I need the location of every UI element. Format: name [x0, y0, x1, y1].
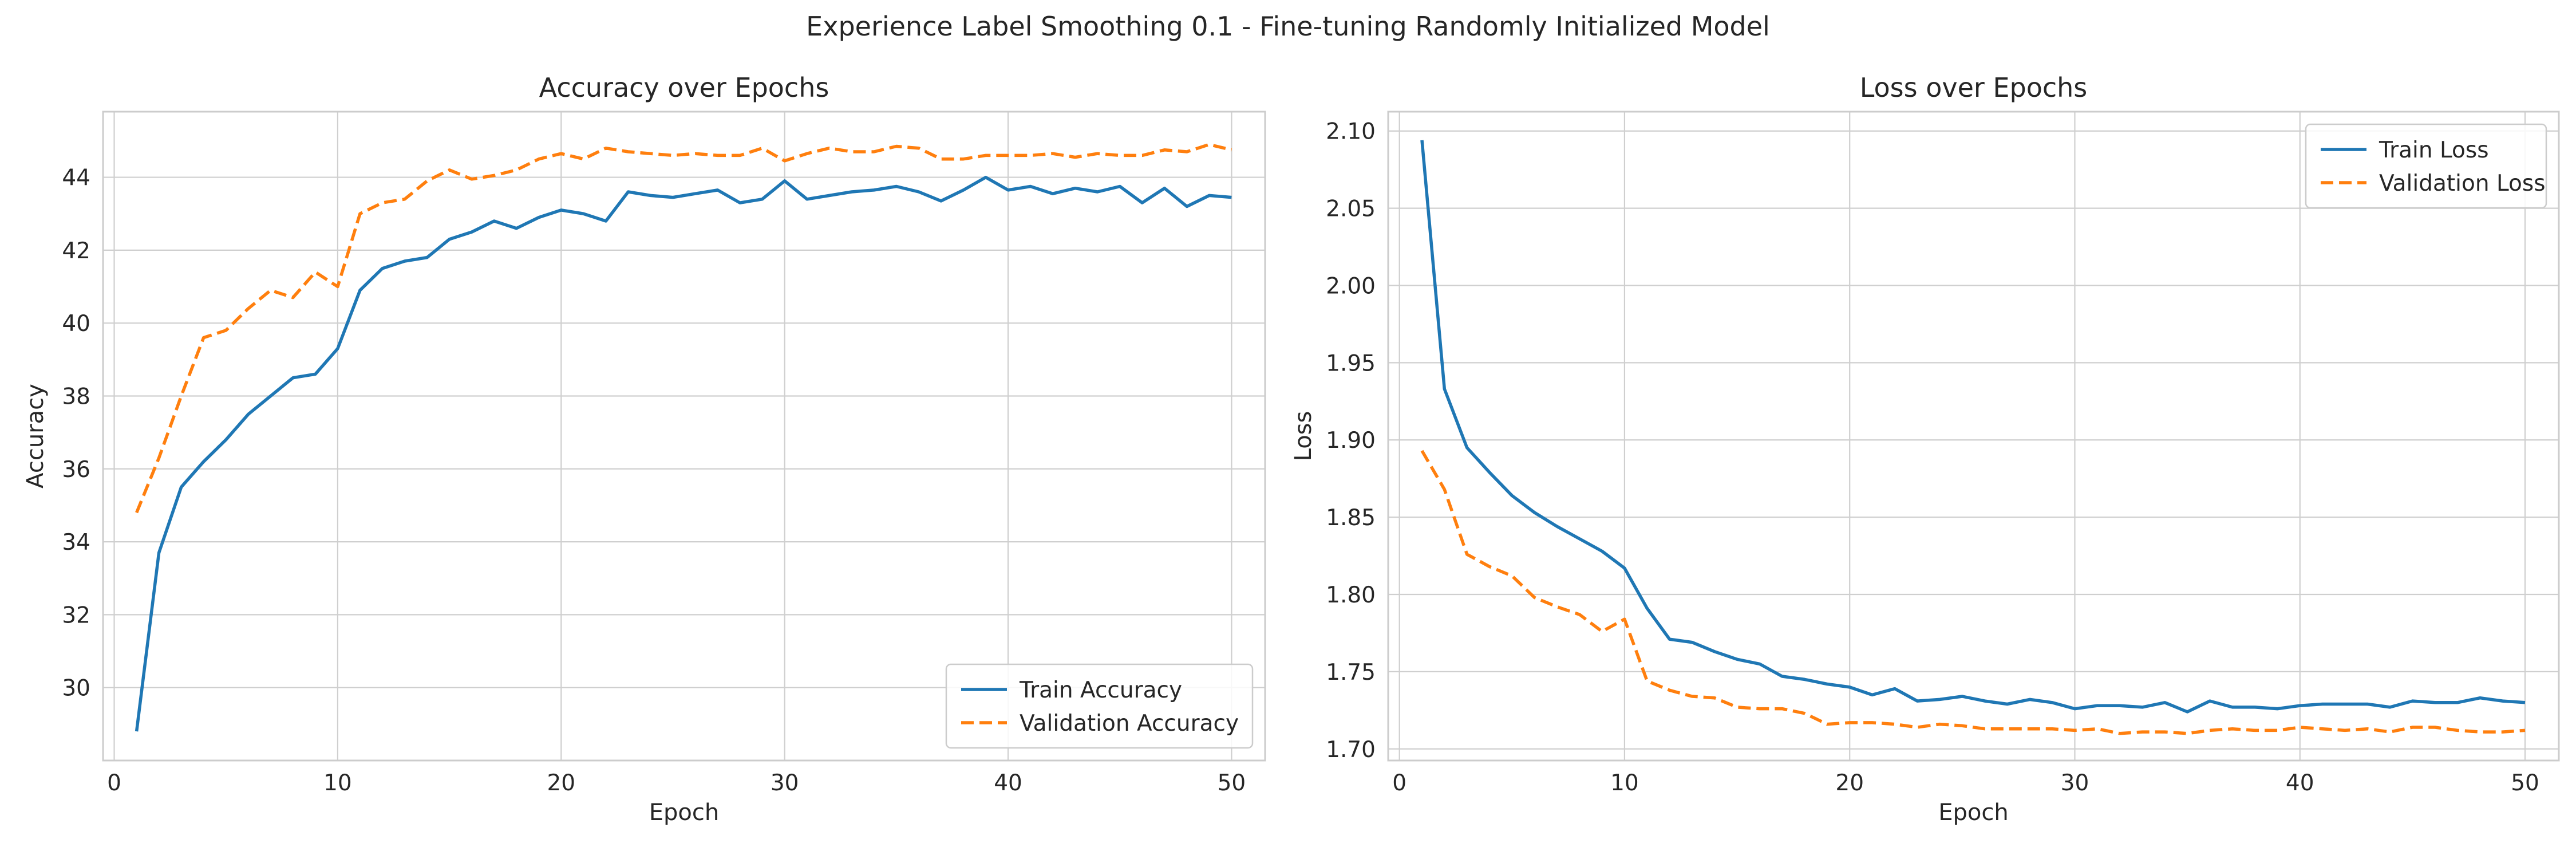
loss-x-tick-label: 10	[1610, 770, 1639, 796]
accuracy-x-axis-label: Epoch	[649, 799, 719, 826]
validation-loss-line	[1420, 450, 2526, 735]
loss-y-tick-label: 1.90	[1326, 428, 1376, 454]
accuracy-x-tick-label: 0	[107, 770, 121, 796]
loss-y-axis-label: Loss	[1290, 411, 1317, 462]
accuracy-x-tick-label: 20	[547, 770, 575, 796]
loss-x-tick-label: 0	[1392, 770, 1406, 796]
accuracy-x-tick-label: 10	[323, 770, 352, 796]
accuracy-y-tick-label: 40	[62, 311, 90, 337]
accuracy-x-tick-label: 40	[994, 770, 1022, 796]
accuracy-y-tick-label: 36	[62, 457, 90, 483]
accuracy-y-tick-label: 30	[62, 676, 90, 702]
accuracy-legend-box	[945, 663, 1254, 749]
loss-x-tick-label: 20	[1835, 770, 1864, 796]
accuracy-legend: Train Accuracy Validation Accuracy	[945, 663, 1254, 749]
train-accuracy-legend-label: Train Accuracy	[1019, 677, 1182, 703]
accuracy-y-tick-label: 32	[62, 602, 90, 628]
loss-x-tick-label: 50	[2511, 770, 2539, 796]
loss-y-tick-label: 1.70	[1326, 737, 1376, 763]
validation-accuracy-line	[135, 143, 1232, 514]
accuracy-y-axis-label: Accuracy	[22, 384, 49, 488]
validation-accuracy-legend-label: Validation Accuracy	[1020, 711, 1239, 736]
loss-plot-frame	[1387, 111, 2560, 762]
train-loss-legend-label: Train Loss	[2379, 137, 2489, 163]
accuracy-x-tick-label: 30	[771, 770, 799, 796]
accuracy-x-tick-label: 50	[1218, 770, 1246, 796]
train-accuracy-line	[135, 175, 1232, 732]
accuracy-y-tick-label: 44	[62, 166, 90, 191]
accuracy-chart-title: Accuracy over Epochs	[539, 72, 829, 103]
loss-chart-panel: 0 10 20 30 40 50 1.70 1.75 1.80 1.85 1.90 1.95 2.00 2…	[1290, 72, 2560, 826]
accuracy-y-tick-label: 38	[62, 384, 90, 409]
accuracy-plot-frame	[102, 111, 1266, 762]
figure-suptitle: Experience Label Smoothing 0.1 - Fine-tu…	[806, 11, 1770, 42]
loss-y-tick-label: 2.00	[1326, 273, 1376, 299]
accuracy-y-tick-label: 34	[62, 530, 90, 555]
train-loss-line	[1420, 140, 2526, 714]
loss-y-tick-label: 2.10	[1326, 119, 1376, 145]
loss-legend: Train Loss Validation Loss	[2305, 123, 2547, 209]
accuracy-y-tick-label: 42	[62, 238, 90, 264]
loss-chart-title: Loss over Epochs	[1860, 72, 2088, 103]
loss-x-axis-label: Epoch	[1938, 799, 2008, 826]
loss-x-tick-label: 40	[2286, 770, 2314, 796]
loss-y-tick-label: 1.95	[1326, 350, 1376, 376]
loss-x-tick-label: 30	[2061, 770, 2089, 796]
loss-y-tick-label: 1.85	[1326, 505, 1376, 531]
loss-legend-box	[2305, 123, 2547, 209]
loss-y-tick-label: 1.80	[1326, 582, 1376, 608]
accuracy-chart-panel: 0 10 20 30 40 50 30 32 34 36 38 40 42 44 Accuracy over…	[22, 72, 1266, 826]
loss-y-tick-label: 1.75	[1326, 660, 1376, 685]
loss-y-tick-label: 2.05	[1326, 196, 1376, 222]
validation-loss-legend-label: Validation Loss	[2379, 171, 2546, 196]
